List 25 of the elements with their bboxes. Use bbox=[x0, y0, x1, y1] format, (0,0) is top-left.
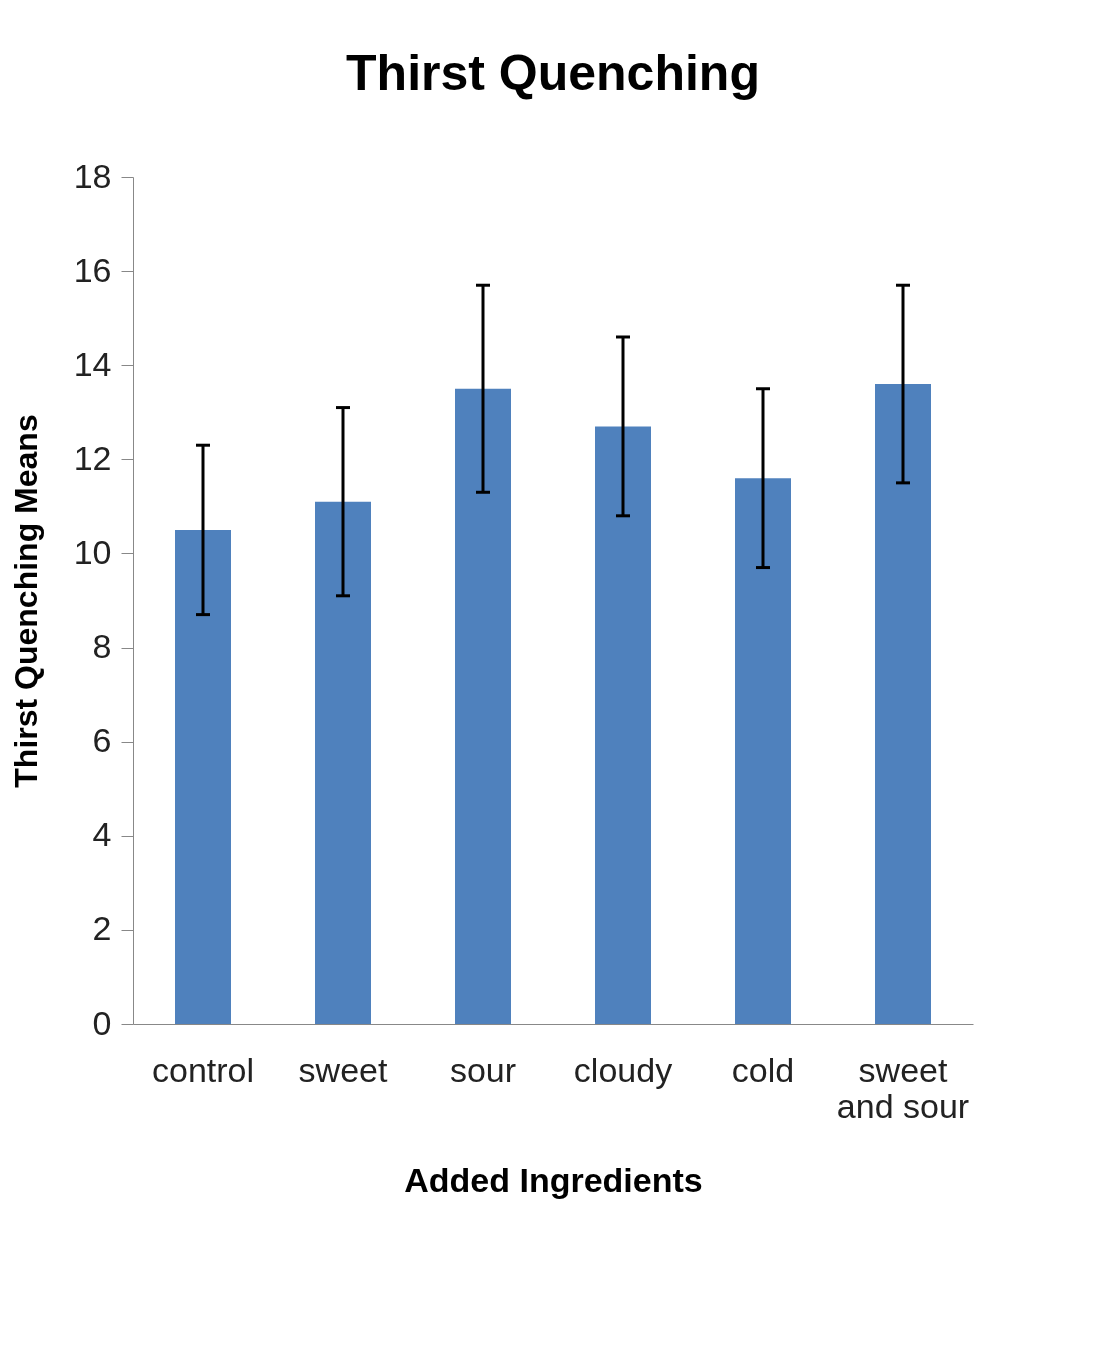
y-tick-label: 2 bbox=[92, 909, 112, 948]
x-tick-label: control bbox=[151, 1050, 255, 1089]
y-axis-title: Thirst Quenching Means bbox=[7, 414, 44, 788]
bar bbox=[875, 384, 931, 1024]
y-tick-label: 12 bbox=[73, 438, 112, 477]
x-tick-label: cloudy bbox=[573, 1050, 673, 1089]
x-tick-label: sweet and sour bbox=[836, 1050, 970, 1125]
x-tick-label: sour bbox=[449, 1050, 517, 1089]
y-tick-label: 4 bbox=[92, 815, 112, 854]
y-tick-label: 0 bbox=[92, 1003, 112, 1042]
bar bbox=[735, 478, 791, 1024]
x-tick-label: cold bbox=[731, 1050, 795, 1089]
bar bbox=[315, 501, 371, 1024]
y-tick-label: 8 bbox=[92, 627, 112, 666]
y-tick-label: 16 bbox=[73, 250, 112, 289]
y-tick-label: 10 bbox=[73, 532, 112, 571]
y-tick-label: 14 bbox=[73, 344, 112, 383]
bar bbox=[175, 529, 231, 1024]
x-tick-label: sweet bbox=[298, 1050, 388, 1089]
y-tick-label: 6 bbox=[92, 721, 112, 760]
y-tick-label: 18 bbox=[73, 156, 112, 195]
bar bbox=[455, 388, 511, 1024]
bar bbox=[595, 426, 651, 1024]
chart-title: Thirst Quenching bbox=[346, 45, 760, 101]
x-axis-title: Added Ingredients bbox=[404, 1160, 703, 1199]
